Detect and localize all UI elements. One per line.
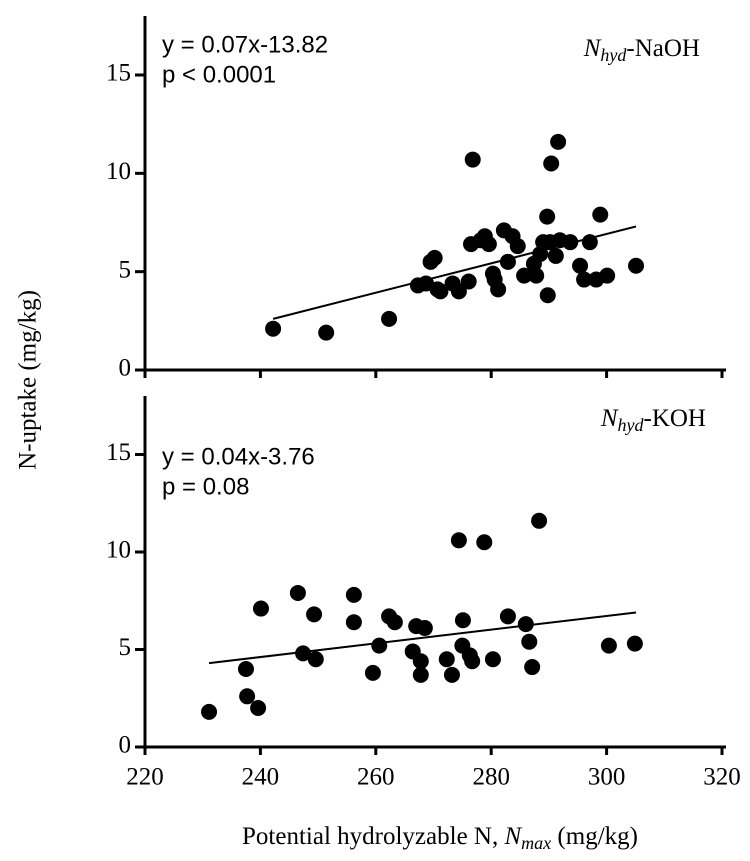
y-axis-label: N-uptake (mg/kg) (15, 290, 42, 470)
equation: y = 0.07x-13.82 (162, 31, 328, 58)
point (413, 653, 429, 669)
point (521, 634, 537, 650)
panel-label-part: hyd (600, 45, 627, 65)
x-axis-label-part: max (521, 833, 551, 853)
point (627, 636, 643, 652)
point (550, 134, 566, 150)
point (500, 254, 516, 270)
point (490, 281, 506, 297)
point (371, 638, 387, 654)
point (439, 651, 455, 667)
y-tick-label: 15 (106, 60, 131, 87)
y-tick-label: 15 (106, 439, 131, 466)
point (365, 665, 381, 681)
point (539, 209, 555, 225)
panel-label-part: hyd (618, 415, 645, 435)
point (265, 321, 281, 337)
x-axis-label: Potential hydrolyzable N, Nmax (mg/kg) (242, 823, 638, 853)
x-tick-label: 300 (588, 764, 626, 791)
point (308, 651, 324, 667)
point (540, 287, 556, 303)
point (427, 250, 443, 266)
x-tick-label: 320 (703, 764, 741, 791)
point (485, 651, 501, 667)
x-axis-label-part: N (503, 823, 522, 850)
point (306, 606, 322, 622)
point (476, 534, 492, 550)
point (201, 704, 217, 720)
chart: N-uptake (mg/kg) Potential hydrolyzable … (0, 0, 750, 861)
point (464, 653, 480, 669)
point (465, 152, 481, 168)
point (318, 325, 334, 341)
point (592, 207, 608, 223)
point (253, 601, 269, 617)
point (444, 667, 460, 683)
point (500, 608, 516, 624)
point (413, 667, 429, 683)
y-tick-label: 0 (119, 355, 132, 382)
point (481, 236, 497, 252)
x-tick-label: 260 (357, 764, 395, 791)
point (543, 156, 559, 172)
point (451, 532, 467, 548)
y-tick-label: 10 (106, 158, 131, 185)
point (461, 274, 477, 290)
x-axis-label-part: Potential hydrolyzable N, (242, 823, 504, 850)
point (381, 311, 397, 327)
point (572, 258, 588, 274)
point (346, 614, 362, 630)
point (531, 513, 547, 529)
equation: y = 0.04x-3.76 (162, 443, 315, 470)
point (239, 688, 255, 704)
point (417, 620, 433, 636)
panel-label: Nhyd-NaOH (583, 35, 700, 65)
y-tick-label: 10 (106, 537, 131, 564)
point (510, 238, 526, 254)
y-tick-label: 5 (119, 634, 132, 661)
panel-label-part: -KOH (644, 405, 707, 432)
panel-label-part: N (600, 405, 619, 432)
point (524, 659, 540, 675)
point (601, 638, 617, 654)
point (250, 700, 266, 716)
panel-label-part: -NaOH (626, 35, 700, 62)
point (548, 248, 564, 264)
point (290, 585, 306, 601)
p-value: p = 0.08 (162, 473, 249, 500)
point (238, 661, 254, 677)
panel-label-part: N (583, 35, 602, 62)
point (528, 268, 544, 284)
panel-label: Nhyd-KOH (600, 405, 706, 435)
x-axis-label-part: (mg/kg) (551, 823, 638, 850)
p-value: p < 0.0001 (162, 61, 276, 88)
point (599, 268, 615, 284)
x-tick-label: 240 (242, 764, 280, 791)
x-tick-label: 220 (126, 764, 164, 791)
point (346, 587, 362, 603)
x-tick-label: 280 (472, 764, 510, 791)
point (628, 258, 644, 274)
point (387, 614, 403, 630)
point (455, 612, 471, 628)
y-tick-label: 0 (119, 732, 132, 759)
y-tick-label: 5 (119, 256, 132, 283)
